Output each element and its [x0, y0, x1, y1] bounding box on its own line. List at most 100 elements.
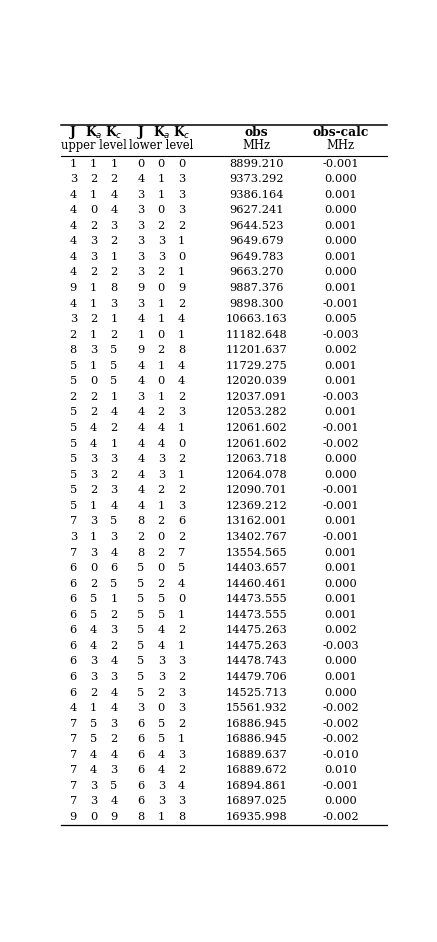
Text: -0.003: -0.003: [323, 392, 359, 402]
Text: 1: 1: [158, 361, 165, 371]
Text: 3: 3: [110, 454, 118, 464]
Text: 3: 3: [90, 796, 97, 806]
Text: 4: 4: [158, 765, 165, 775]
Text: 3: 3: [69, 532, 77, 542]
Text: 4: 4: [69, 220, 77, 231]
Text: 3: 3: [110, 765, 118, 775]
Text: MHz: MHz: [242, 139, 270, 153]
Text: K$_c$: K$_c$: [105, 124, 122, 140]
Text: 0: 0: [178, 594, 185, 604]
Text: 2: 2: [158, 485, 165, 495]
Text: 9887.376: 9887.376: [229, 283, 283, 293]
Text: 0.000: 0.000: [324, 657, 357, 666]
Text: 4: 4: [69, 205, 77, 215]
Text: 3: 3: [178, 688, 185, 697]
Text: 3: 3: [137, 236, 145, 247]
Text: K$_a$: K$_a$: [85, 124, 102, 140]
Text: 4: 4: [137, 454, 145, 464]
Text: 5: 5: [158, 609, 165, 620]
Text: 4: 4: [137, 501, 145, 511]
Text: 0.001: 0.001: [324, 189, 357, 200]
Text: 8: 8: [178, 812, 185, 822]
Text: 7: 7: [69, 750, 77, 760]
Text: 3: 3: [178, 657, 185, 666]
Text: 1: 1: [158, 299, 165, 309]
Text: 6: 6: [69, 688, 77, 697]
Text: 1: 1: [178, 609, 185, 620]
Text: -0.002: -0.002: [323, 703, 359, 713]
Text: 9649.679: 9649.679: [229, 236, 283, 247]
Text: 3: 3: [158, 657, 165, 666]
Text: 4: 4: [110, 703, 118, 713]
Text: 8: 8: [137, 516, 145, 527]
Text: 12090.701: 12090.701: [225, 485, 287, 495]
Text: 6: 6: [69, 672, 77, 682]
Text: 3: 3: [110, 532, 118, 542]
Text: 7: 7: [69, 781, 77, 791]
Text: 2: 2: [69, 330, 77, 340]
Text: 6: 6: [137, 750, 145, 760]
Text: 3: 3: [178, 408, 185, 417]
Text: 0: 0: [137, 158, 145, 169]
Text: 3: 3: [90, 454, 97, 464]
Text: -0.001: -0.001: [323, 299, 359, 309]
Text: 5: 5: [69, 485, 77, 495]
Text: 1: 1: [110, 594, 118, 604]
Text: 12053.282: 12053.282: [225, 408, 287, 417]
Text: 8: 8: [69, 346, 77, 355]
Text: 0.001: 0.001: [324, 672, 357, 682]
Text: 0: 0: [158, 330, 165, 340]
Text: 1: 1: [110, 158, 118, 169]
Text: 4: 4: [178, 314, 185, 324]
Text: 8: 8: [137, 812, 145, 822]
Text: 6: 6: [137, 719, 145, 729]
Text: -0.001: -0.001: [323, 485, 359, 495]
Text: 6: 6: [69, 563, 77, 573]
Text: 3: 3: [110, 719, 118, 729]
Text: obs: obs: [244, 126, 268, 139]
Text: 9649.783: 9649.783: [229, 252, 283, 262]
Text: 0.001: 0.001: [324, 361, 357, 371]
Text: 4: 4: [178, 781, 185, 791]
Text: -0.002: -0.002: [323, 439, 359, 448]
Text: 13162.001: 13162.001: [225, 516, 287, 527]
Text: 3: 3: [178, 750, 185, 760]
Text: 1: 1: [90, 189, 97, 200]
Text: 4: 4: [137, 314, 145, 324]
Text: 9373.292: 9373.292: [229, 174, 283, 184]
Text: 5: 5: [90, 594, 97, 604]
Text: 2: 2: [178, 672, 185, 682]
Text: 3: 3: [178, 703, 185, 713]
Text: 3: 3: [90, 346, 97, 355]
Text: 12061.602: 12061.602: [225, 423, 287, 433]
Text: 1: 1: [90, 532, 97, 542]
Text: -0.001: -0.001: [323, 423, 359, 433]
Text: 2: 2: [178, 454, 185, 464]
Text: 1: 1: [158, 189, 165, 200]
Text: 5: 5: [137, 625, 145, 635]
Text: 5: 5: [69, 377, 77, 386]
Text: 5: 5: [137, 688, 145, 697]
Text: 7: 7: [69, 765, 77, 775]
Text: 12037.091: 12037.091: [225, 392, 287, 402]
Text: 5: 5: [110, 516, 118, 527]
Text: 3: 3: [137, 252, 145, 262]
Text: 0.001: 0.001: [324, 594, 357, 604]
Text: 6: 6: [69, 625, 77, 635]
Text: 3: 3: [110, 220, 118, 231]
Text: 0: 0: [158, 703, 165, 713]
Text: 0.001: 0.001: [324, 220, 357, 231]
Text: 2: 2: [90, 268, 97, 278]
Text: 0.002: 0.002: [324, 346, 357, 355]
Text: 4: 4: [90, 641, 97, 651]
Text: obs-calc: obs-calc: [312, 126, 369, 139]
Text: 16886.945: 16886.945: [225, 734, 287, 744]
Text: 9: 9: [69, 283, 77, 293]
Text: 8899.210: 8899.210: [229, 158, 283, 169]
Text: 4: 4: [178, 377, 185, 386]
Text: 14479.706: 14479.706: [225, 672, 287, 682]
Text: 4: 4: [137, 470, 145, 479]
Text: 11201.637: 11201.637: [225, 346, 287, 355]
Text: 3: 3: [137, 268, 145, 278]
Text: 2: 2: [137, 532, 145, 542]
